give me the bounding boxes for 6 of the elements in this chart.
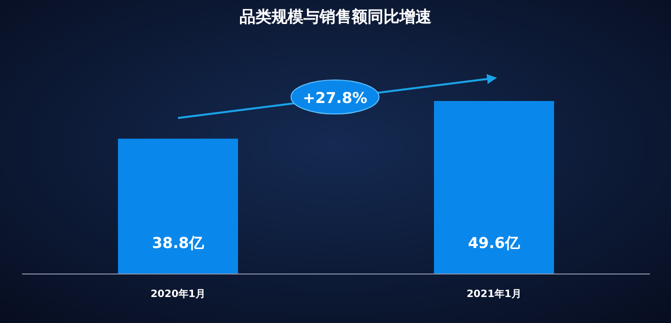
data-label: 38.8亿 bbox=[152, 234, 205, 252]
x-tick-label: 2020年1月 bbox=[150, 288, 206, 300]
chart-title: 品类规模与销售额同比增速 bbox=[240, 7, 432, 26]
data-label: 49.6亿 bbox=[468, 234, 521, 252]
x-tick-label: 2021年1月 bbox=[466, 288, 522, 300]
annotation: +27.8% bbox=[302, 89, 368, 107]
